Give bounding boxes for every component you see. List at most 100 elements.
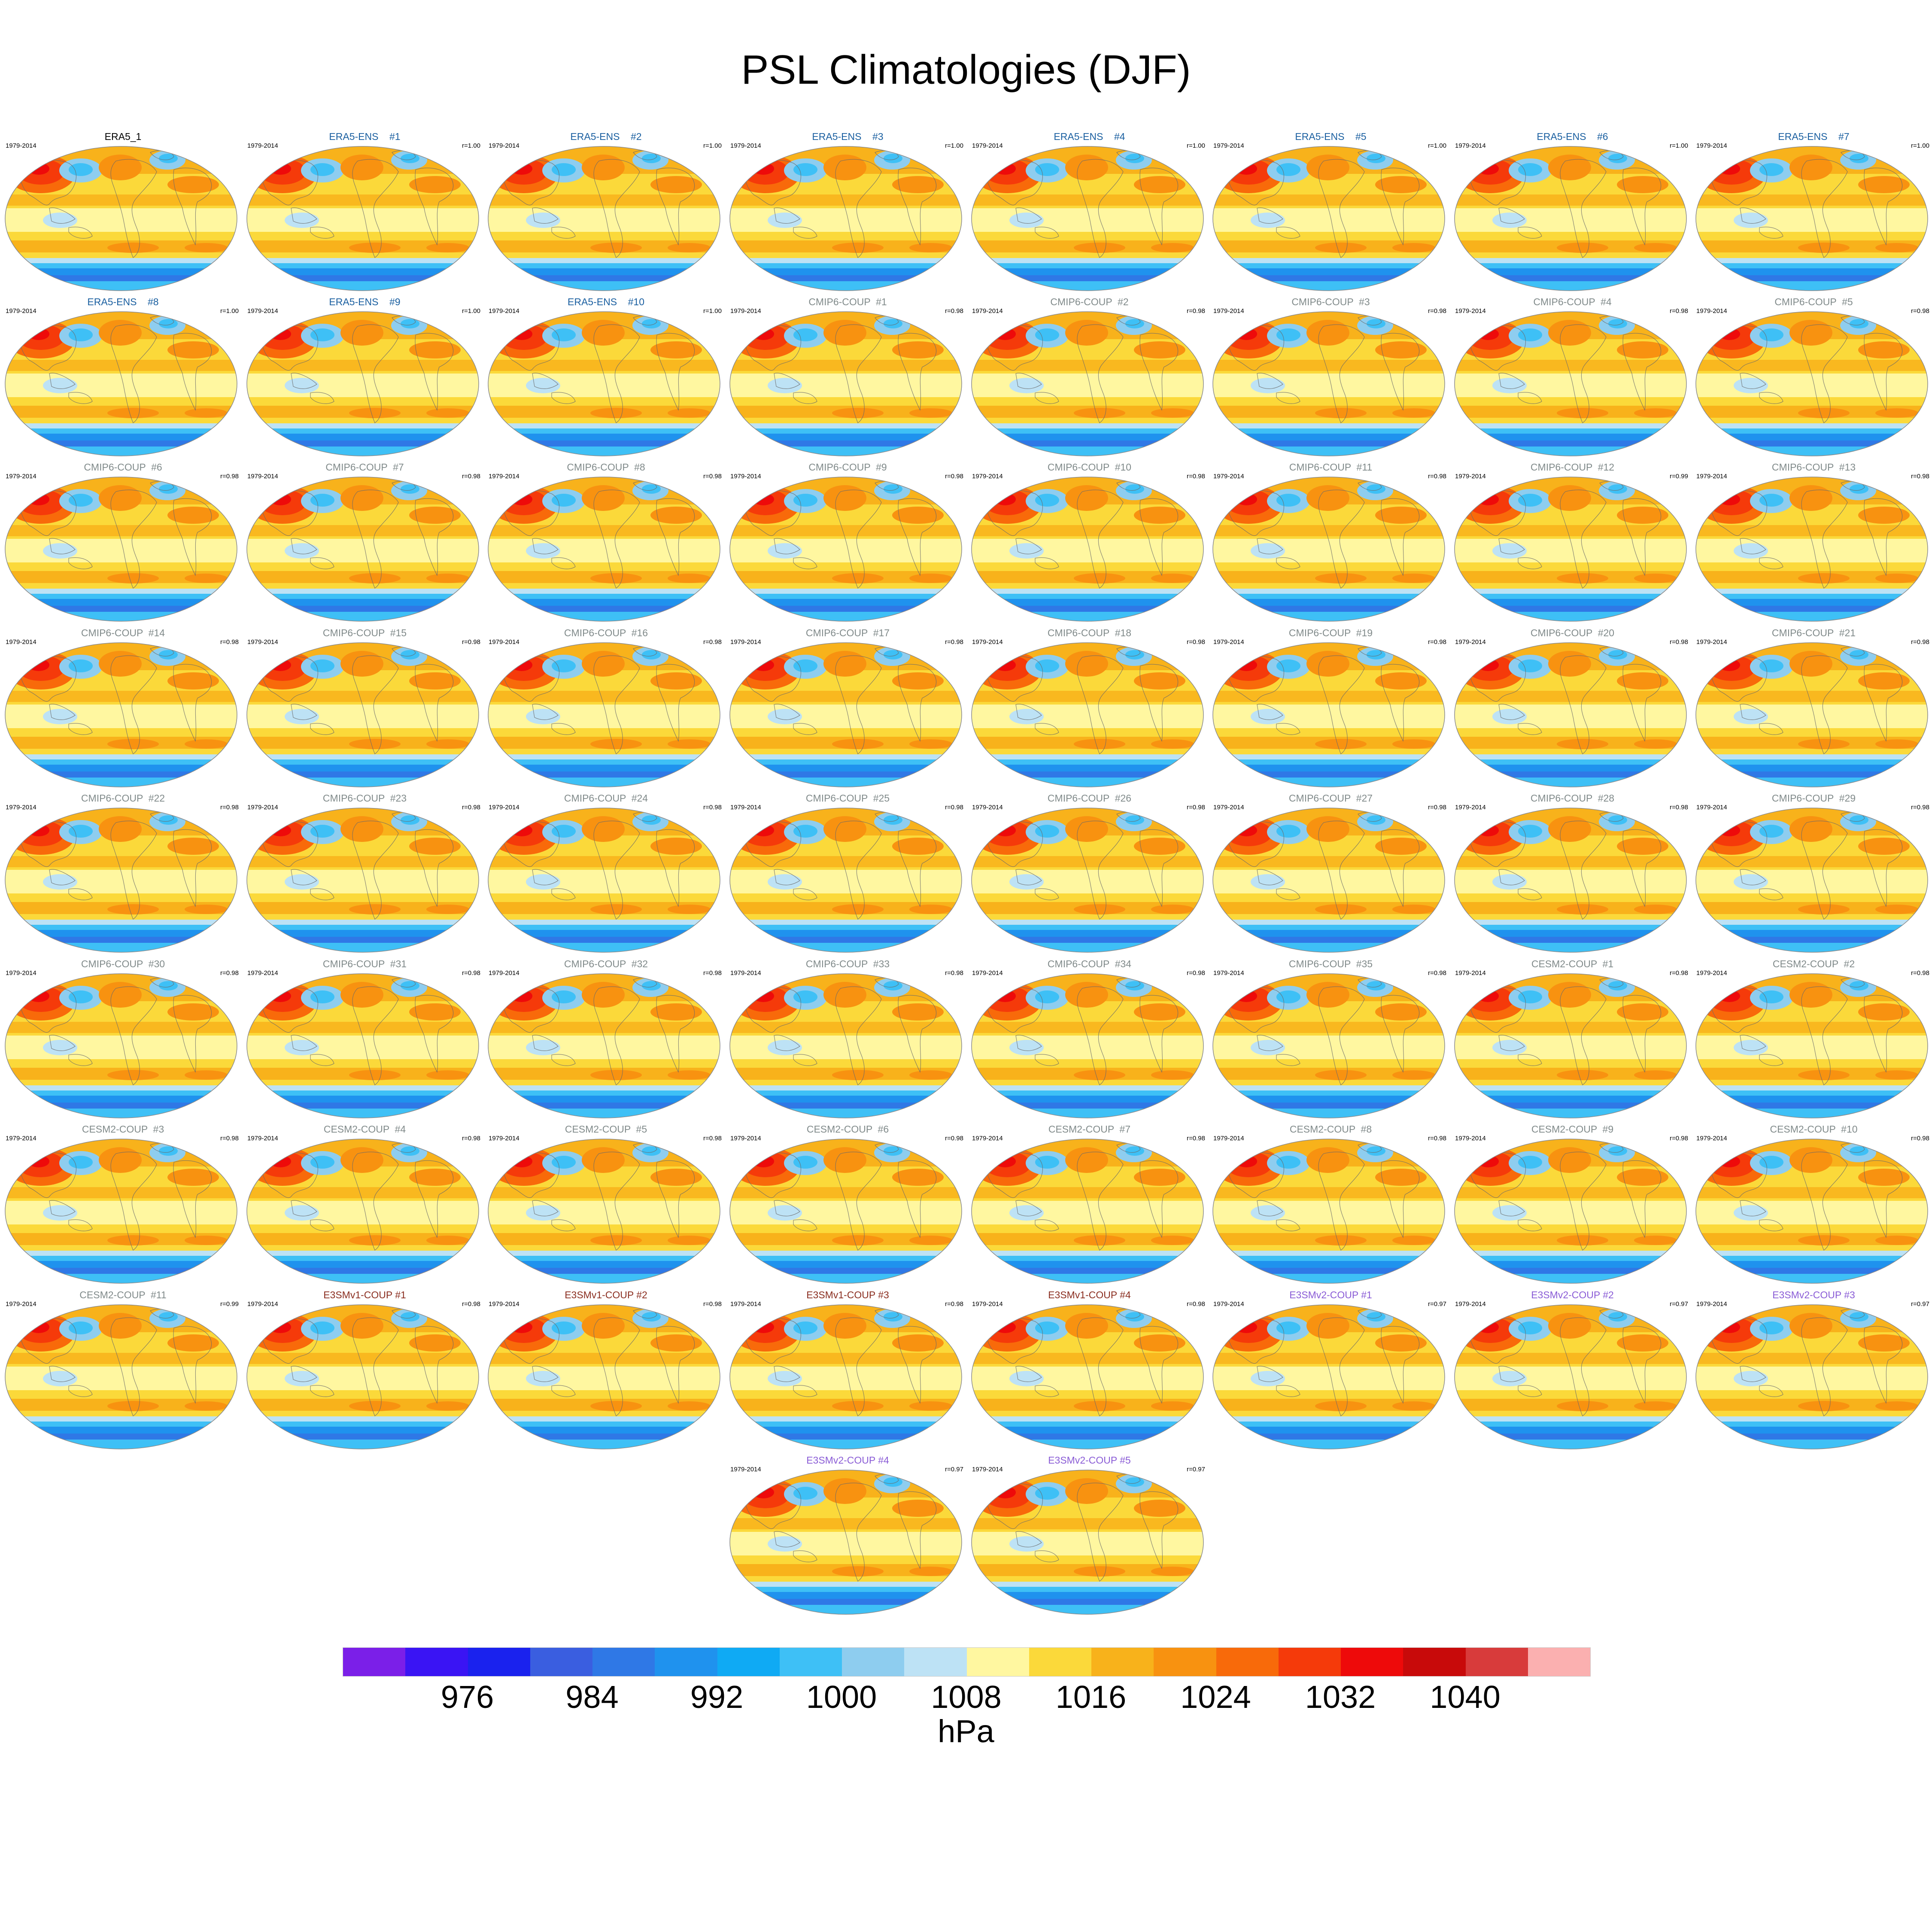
panel-correlation: r=0.98 — [1187, 307, 1205, 315]
panel-years: 1979-2014 — [247, 638, 278, 646]
panel-years: 1979-2014 — [1213, 142, 1244, 149]
panel-correlation: r=0.98 — [1911, 1135, 1929, 1142]
panel-title: CMIP6-COUP #4 — [1533, 296, 1612, 307]
panel-years: 1979-2014 — [1213, 1135, 1244, 1142]
map-panel: CMIP6-COUP #13 1979-2014 r=0.98 — [1693, 462, 1932, 627]
psl-map — [487, 309, 723, 459]
psl-map-field — [1212, 309, 1448, 459]
psl-map-field — [246, 640, 482, 790]
psl-map-field — [971, 805, 1207, 956]
psl-map-field — [1695, 640, 1931, 790]
panel-correlation: r=0.98 — [1187, 804, 1205, 811]
panel-correlation: r=0.98 — [703, 1300, 722, 1308]
panel-years: 1979-2014 — [730, 307, 761, 315]
colorbar — [343, 1647, 1591, 1677]
panel-years: 1979-2014 — [6, 969, 36, 977]
panel-correlation: r=0.98 — [1670, 1135, 1688, 1142]
psl-map — [487, 640, 723, 790]
psl-map — [971, 971, 1207, 1121]
psl-map-field — [729, 309, 965, 459]
psl-map — [729, 474, 965, 625]
panel-title: CMIP6-COUP #12 — [1530, 462, 1615, 473]
panel-correlation: r=0.97 — [945, 1466, 963, 1473]
psl-map — [246, 474, 482, 625]
panel-title: ERA5-ENS #9 — [329, 296, 401, 307]
psl-map — [1695, 971, 1931, 1121]
psl-map — [971, 1302, 1207, 1452]
panel-correlation: r=0.98 — [945, 804, 963, 811]
panel-years: 1979-2014 — [972, 638, 1003, 646]
map-panel: CESM2-COUP #8 1979-2014 r=0.98 — [1210, 1124, 1452, 1289]
panel-title: E3SMv1-COUP #2 — [565, 1289, 647, 1300]
panel-years: 1979-2014 — [730, 638, 761, 646]
map-panel: ERA5-ENS #10 1979-2014 r=1.00 — [485, 296, 727, 462]
colorbar-swatch — [1465, 1648, 1528, 1676]
panel-years: 1979-2014 — [730, 1466, 761, 1473]
panel-years: 1979-2014 — [1213, 307, 1244, 315]
psl-map-field — [971, 474, 1207, 625]
panel-correlation: r=0.98 — [462, 638, 480, 646]
panel-grid: ERA5_1 1979-2014 ERA5-ENS #1 1979-2014 r=1.0… — [0, 131, 1932, 1631]
panel-years: 1979-2014 — [6, 473, 36, 480]
panel-years: 1979-2014 — [489, 307, 519, 315]
psl-map — [1212, 1136, 1448, 1287]
panel-correlation: r=0.98 — [1428, 473, 1446, 480]
panel-years: 1979-2014 — [247, 1300, 278, 1308]
panel-correlation: r=0.98 — [1911, 804, 1929, 811]
panel-years: 1979-2014 — [489, 1135, 519, 1142]
panel-years: 1979-2014 — [489, 804, 519, 811]
panel-title: CMIP6-COUP #13 — [1771, 462, 1856, 473]
psl-map — [246, 144, 482, 294]
psl-map — [729, 1302, 965, 1452]
map-panel: CMIP6-COUP #31 1979-2014 r=0.98 — [244, 958, 486, 1124]
panel-years: 1979-2014 — [730, 969, 761, 977]
panel-title: ERA5-ENS #6 — [1537, 131, 1608, 142]
panel-years: 1979-2014 — [730, 473, 761, 480]
psl-map — [246, 805, 482, 956]
psl-map-field — [971, 1302, 1207, 1452]
panel-years: 1979-2014 — [247, 142, 278, 149]
psl-map — [1454, 971, 1690, 1121]
panel-correlation: r=0.99 — [1670, 473, 1688, 480]
psl-map-field — [729, 1302, 965, 1452]
panel-title: E3SMv1-COUP #1 — [323, 1289, 406, 1300]
panel-title: CMIP6-COUP #23 — [322, 793, 407, 804]
colorbar-tick-label: 1008 — [931, 1679, 1002, 1715]
map-panel: CMIP6-COUP #25 1979-2014 r=0.98 — [727, 793, 969, 958]
panel-title: CMIP6-COUP #32 — [564, 958, 648, 969]
psl-map — [729, 640, 965, 790]
panel-years: 1979-2014 — [1213, 1300, 1244, 1308]
panel-title: CMIP6-COUP #5 — [1774, 296, 1853, 307]
psl-map — [4, 640, 240, 790]
psl-map — [4, 309, 240, 459]
panel-correlation: r=0.98 — [703, 473, 722, 480]
psl-map-field — [1695, 1136, 1931, 1287]
psl-map — [1454, 309, 1690, 459]
map-panel: E3SMv2-COUP #2 1979-2014 r=0.97 — [1452, 1289, 1693, 1455]
colorbar-swatch — [1154, 1648, 1216, 1676]
colorbar-swatch — [779, 1648, 842, 1676]
map-panel: CMIP6-COUP #33 1979-2014 r=0.98 — [727, 958, 969, 1124]
map-panel: ERA5-ENS #5 1979-2014 r=1.00 — [1210, 131, 1452, 296]
colorbar-swatch — [530, 1648, 592, 1676]
map-panel: CMIP6-COUP #35 1979-2014 r=0.98 — [1210, 958, 1452, 1124]
panel-title: E3SMv1-COUP #4 — [1048, 1289, 1131, 1300]
psl-map-field — [4, 805, 240, 956]
panel-correlation: r=1.00 — [1911, 142, 1929, 149]
psl-map — [971, 1467, 1207, 1618]
map-panel: CMIP6-COUP #2 1979-2014 r=0.98 — [969, 296, 1210, 462]
map-panel: CMIP6-COUP #23 1979-2014 r=0.98 — [244, 793, 486, 958]
panel-years: 1979-2014 — [6, 142, 36, 149]
psl-map-field — [487, 1302, 723, 1452]
panel-years: 1979-2014 — [489, 638, 519, 646]
panel-correlation: r=0.98 — [1428, 969, 1446, 977]
psl-map — [1212, 144, 1448, 294]
psl-map-field — [4, 1136, 240, 1287]
colorbar-tick-label: 1024 — [1180, 1679, 1251, 1715]
psl-map — [4, 144, 240, 294]
map-panel: CMIP6-COUP #22 1979-2014 r=0.98 — [2, 793, 244, 958]
psl-map — [729, 971, 965, 1121]
panel-title: ERA5-ENS #7 — [1778, 131, 1850, 142]
panel-title: CESM2-COUP #1 — [1531, 958, 1614, 969]
panel-years: 1979-2014 — [1696, 804, 1727, 811]
